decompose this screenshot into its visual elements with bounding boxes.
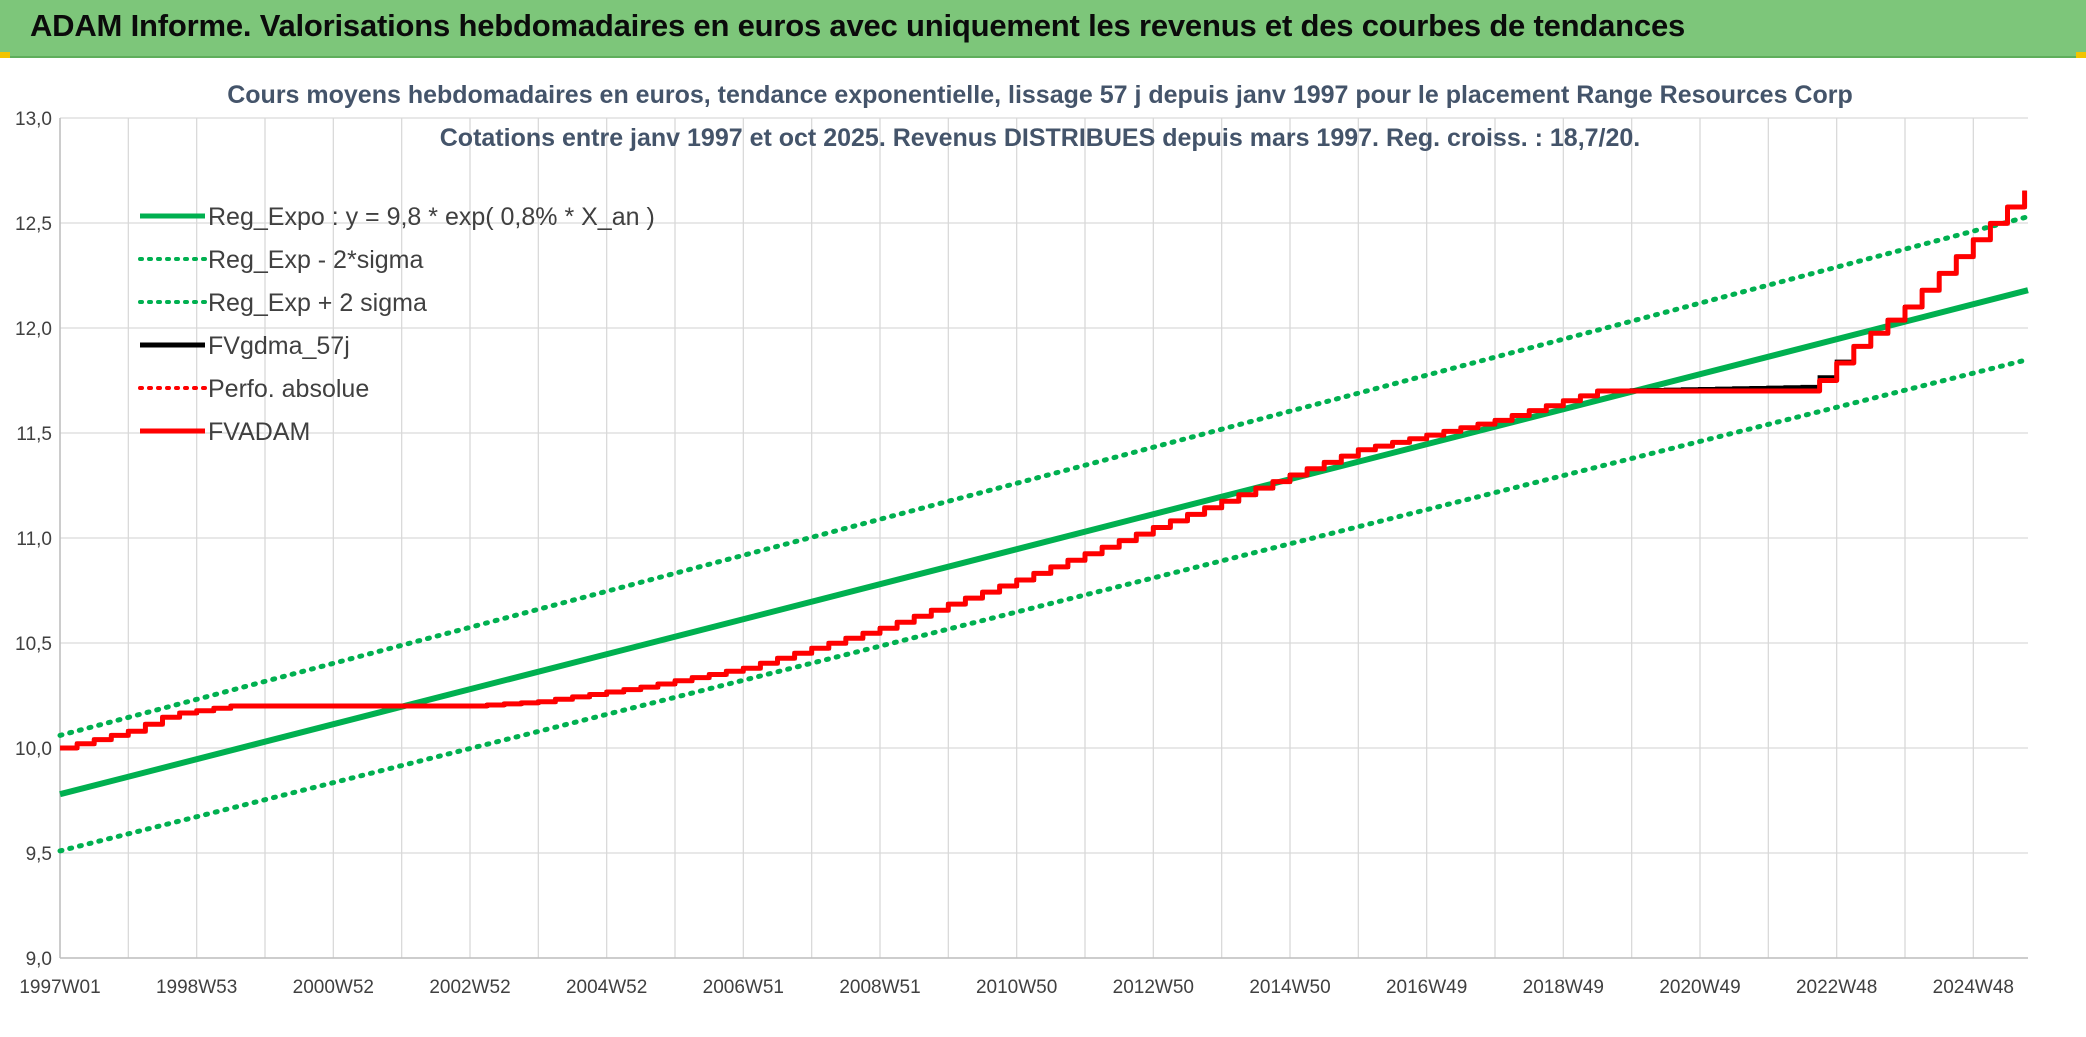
legend-label: Perfo. absolue	[208, 375, 369, 403]
chart-area: 9,0 9,5 10,0 10,5 11,0 11,5 12,0 12,5 13,0 1997W…	[0, 58, 2086, 1037]
legend-perfo-absolue: Perfo. absolue	[138, 375, 369, 403]
chart-title: Cours moyens hebdomadaires en euros, ten…	[227, 81, 1853, 109]
legend-fvgdma: FVgdma_57j	[140, 332, 350, 360]
y-tick-label: 10,5	[15, 634, 52, 655]
x-tick-label: 2024W48	[1933, 977, 2014, 998]
chart-subtitle: Cotations entre janv 1997 et oct 2025. R…	[440, 124, 1641, 152]
x-tick-label: 2012W50	[1113, 977, 1194, 998]
legend-label: Reg_Expo : y = 9,8 * exp( 0,8% * X_an )	[208, 203, 655, 231]
x-tick-label: 2014W50	[1249, 977, 1330, 998]
report-title: ADAM Informe. Valorisations hebdomadaire…	[30, 8, 1686, 43]
y-tick-label: 12,0	[15, 319, 52, 340]
y-tick-label: 13,0	[15, 109, 52, 130]
x-axis-ticks: 1997W01 1998W53 2000W52 2002W52 2004W52 2006W…	[19, 977, 2014, 998]
corner-mark-right	[2076, 52, 2086, 58]
grid-lines	[59, 117, 2028, 959]
x-tick-label: 2016W49	[1386, 977, 1467, 998]
y-tick-label: 9,5	[26, 844, 52, 865]
x-tick-label: 2018W49	[1523, 977, 1604, 998]
legend-reg-exp-plus: Reg_Exp + 2 sigma	[138, 289, 427, 317]
legend-label: Reg_Exp + 2 sigma	[208, 289, 427, 317]
series-fvadam	[60, 190, 2028, 751]
legend-label: Reg_Exp - 2*sigma	[208, 246, 423, 274]
series-reg-exp-minus-2sigma	[57, 357, 2031, 854]
series-reg-expo	[59, 287, 2029, 798]
x-tick-label: 2000W52	[293, 977, 374, 998]
chart-legend: Reg_Expo : y = 9,8 * exp( 0,8% * X_an ) R…	[138, 203, 655, 446]
corner-mark-left	[0, 52, 10, 58]
chart-series	[57, 190, 2031, 854]
legend-label: FVADAM	[208, 418, 310, 446]
x-tick-label: 2020W49	[1659, 977, 1740, 998]
y-tick-label: 10,0	[15, 739, 52, 760]
x-tick-label: 2004W52	[566, 977, 647, 998]
x-tick-label: 2006W51	[703, 977, 784, 998]
y-tick-label: 11,0	[16, 529, 52, 550]
chart-background	[0, 58, 2086, 1037]
y-tick-label: 9,0	[26, 949, 52, 970]
legend-reg-expo: Reg_Expo : y = 9,8 * exp( 0,8% * X_an )	[140, 203, 655, 231]
x-tick-label: 1998W53	[156, 977, 237, 998]
y-tick-label: 11,5	[16, 424, 52, 445]
line-chart: 9,0 9,5 10,0 10,5 11,0 11,5 12,0 12,5 13,0 1997W…	[0, 58, 2086, 1037]
x-tick-label: 1997W01	[19, 977, 100, 998]
legend-fvadam: FVADAM	[140, 418, 310, 446]
y-axis-ticks: 9,0 9,5 10,0 10,5 11,0 11,5 12,0 12,5 13,0	[15, 109, 52, 970]
x-tick-label: 2008W51	[839, 977, 920, 998]
y-tick-label: 12,5	[15, 214, 52, 235]
x-tick-label: 2002W52	[429, 977, 510, 998]
header-banner: ADAM Informe. Valorisations hebdomadaire…	[0, 0, 2086, 58]
legend-reg-exp-minus: Reg_Exp - 2*sigma	[138, 246, 423, 274]
x-tick-label: 2010W50	[976, 977, 1057, 998]
x-tick-label: 2022W48	[1796, 977, 1877, 998]
legend-label: FVgdma_57j	[208, 332, 350, 360]
series-reg-exp-plus-2sigma	[57, 214, 2031, 738]
